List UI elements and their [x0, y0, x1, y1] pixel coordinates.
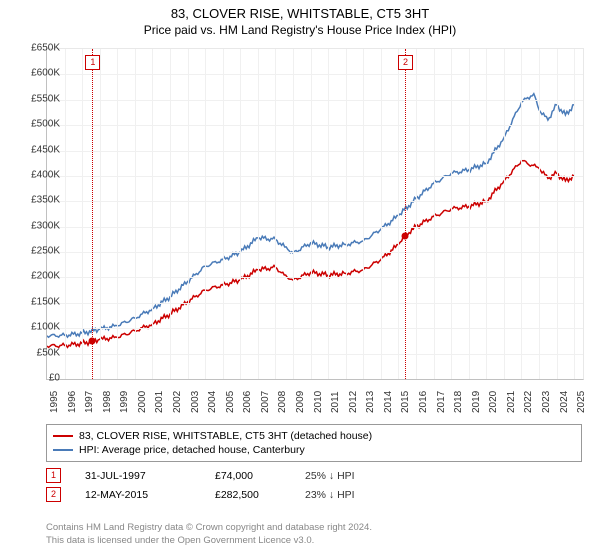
legend-label: 83, CLOVER RISE, WHITSTABLE, CT5 3HT (de…	[79, 430, 372, 442]
y-axis-label: £250K	[20, 246, 60, 257]
chart-container: 83, CLOVER RISE, WHITSTABLE, CT5 3HT Pri…	[0, 0, 600, 560]
legend-swatch	[53, 435, 73, 437]
x-axis-label: 1998	[102, 391, 113, 413]
sale-marker-line	[405, 49, 406, 379]
sale-row: 1 31-JUL-1997£74,00025% ↓ HPI	[46, 466, 582, 485]
chart-lines-svg	[47, 49, 583, 379]
x-axis-label: 2017	[436, 391, 447, 413]
sale-marker-box: 1	[85, 55, 100, 70]
y-axis-label: £450K	[20, 144, 60, 155]
legend-item: HPI: Average price, detached house, Cant…	[53, 443, 575, 457]
legend-swatch	[53, 449, 73, 451]
x-axis-label: 2000	[137, 391, 148, 413]
x-axis-label: 2023	[541, 391, 552, 413]
y-axis-label: £500K	[20, 119, 60, 130]
legend-item: 83, CLOVER RISE, WHITSTABLE, CT5 3HT (de…	[53, 429, 575, 443]
sale-row-marker: 1	[46, 468, 61, 483]
x-axis-label: 2018	[453, 391, 464, 413]
x-axis-label: 2006	[242, 391, 253, 413]
y-axis-label: £600K	[20, 68, 60, 79]
y-axis-label: £200K	[20, 271, 60, 282]
sale-row-marker: 2	[46, 487, 61, 502]
chart-plot-area: 12	[46, 48, 584, 380]
x-axis-label: 2010	[313, 391, 324, 413]
chart-subtitle: Price paid vs. HM Land Registry's House …	[0, 21, 600, 37]
x-axis-label: 1995	[49, 391, 60, 413]
footer-line-2: This data is licensed under the Open Gov…	[46, 535, 582, 548]
sale-date: 12-MAY-2015	[85, 489, 215, 501]
x-axis-label: 2011	[330, 391, 341, 413]
x-axis-label: 2012	[348, 391, 359, 413]
chart-title: 83, CLOVER RISE, WHITSTABLE, CT5 3HT	[0, 0, 600, 21]
x-axis-label: 1999	[119, 391, 130, 413]
sale-price: £282,500	[215, 489, 305, 501]
y-axis-label: £0	[20, 373, 60, 384]
sale-marker-line	[92, 49, 93, 379]
x-axis-label: 2024	[559, 391, 570, 413]
legend-label: HPI: Average price, detached house, Cant…	[79, 444, 305, 456]
x-axis-label: 1996	[67, 391, 78, 413]
sale-marker-dot	[401, 232, 408, 239]
sale-marker-dot	[89, 338, 96, 345]
sale-row: 2 12-MAY-2015£282,50023% ↓ HPI	[46, 485, 582, 504]
x-axis-label: 2007	[260, 391, 271, 413]
y-axis-label: £150K	[20, 296, 60, 307]
footer-text: Contains HM Land Registry data © Crown c…	[46, 522, 582, 548]
y-axis-label: £100K	[20, 322, 60, 333]
sales-list: 1 31-JUL-1997£74,00025% ↓ HPI 2 12-MAY-2015…	[46, 466, 582, 504]
x-axis-label: 2020	[488, 391, 499, 413]
y-axis-label: £300K	[20, 220, 60, 231]
x-axis-label: 2014	[383, 391, 394, 413]
y-axis-label: £400K	[20, 169, 60, 180]
x-axis-label: 2002	[172, 391, 183, 413]
x-axis-label: 2004	[207, 391, 218, 413]
x-axis-label: 2005	[225, 391, 236, 413]
x-axis-label: 2019	[471, 391, 482, 413]
x-axis-label: 1997	[84, 391, 95, 413]
sale-date: 31-JUL-1997	[85, 470, 215, 482]
x-axis-label: 2021	[506, 391, 517, 413]
x-axis-label: 2015	[400, 391, 411, 413]
y-axis-label: £350K	[20, 195, 60, 206]
y-axis-label: £650K	[20, 43, 60, 54]
x-axis-label: 2013	[365, 391, 376, 413]
sale-diff: 23% ↓ HPI	[305, 489, 415, 501]
sale-price: £74,000	[215, 470, 305, 482]
sale-diff: 25% ↓ HPI	[305, 470, 415, 482]
x-axis-label: 2008	[277, 391, 288, 413]
y-axis-label: £550K	[20, 93, 60, 104]
footer-line-1: Contains HM Land Registry data © Crown c…	[46, 522, 582, 535]
y-axis-label: £50K	[20, 347, 60, 358]
x-axis-label: 2025	[576, 391, 587, 413]
sale-marker-box: 2	[398, 55, 413, 70]
x-axis-label: 2016	[418, 391, 429, 413]
x-axis-label: 2001	[154, 391, 165, 413]
x-axis-label: 2003	[190, 391, 201, 413]
legend-box: 83, CLOVER RISE, WHITSTABLE, CT5 3HT (de…	[46, 424, 582, 462]
x-axis-label: 2022	[523, 391, 534, 413]
x-axis-label: 2009	[295, 391, 306, 413]
